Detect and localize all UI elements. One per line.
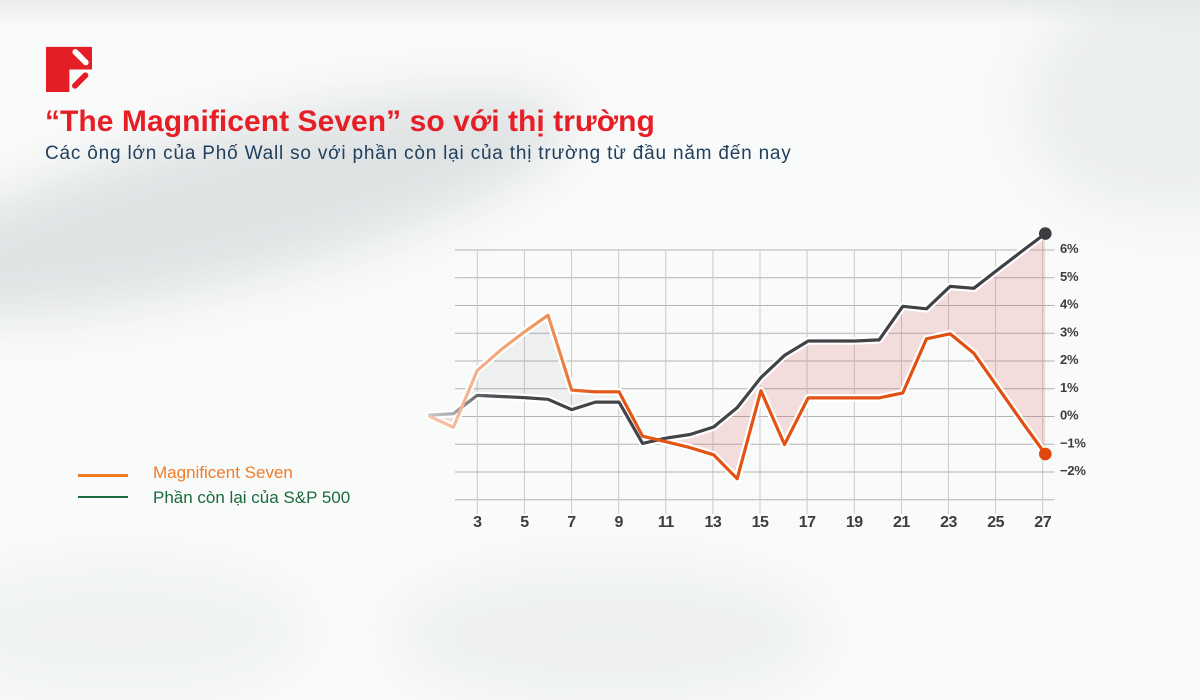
svg-text:17: 17 — [799, 514, 816, 531]
svg-text:11: 11 — [658, 514, 675, 531]
svg-text:15: 15 — [752, 514, 769, 531]
svg-text:13: 13 — [705, 514, 722, 531]
svg-text:6%: 6% — [1060, 241, 1079, 256]
svg-text:5: 5 — [520, 514, 529, 531]
svg-text:0%: 0% — [1060, 408, 1079, 423]
svg-text:4%: 4% — [1060, 297, 1079, 312]
svg-text:−1%: −1% — [1060, 435, 1086, 450]
svg-text:3: 3 — [473, 514, 482, 531]
svg-text:9: 9 — [614, 514, 623, 531]
svg-text:21: 21 — [893, 514, 910, 531]
svg-text:7: 7 — [567, 514, 576, 531]
svg-text:27: 27 — [1034, 514, 1051, 531]
svg-text:−2%: −2% — [1060, 463, 1086, 478]
svg-text:1%: 1% — [1060, 380, 1079, 395]
svg-text:19: 19 — [846, 514, 863, 531]
svg-text:23: 23 — [940, 514, 957, 531]
svg-text:5%: 5% — [1060, 269, 1079, 284]
svg-text:3%: 3% — [1060, 324, 1079, 339]
svg-text:25: 25 — [987, 514, 1004, 531]
svg-text:2%: 2% — [1060, 352, 1079, 367]
